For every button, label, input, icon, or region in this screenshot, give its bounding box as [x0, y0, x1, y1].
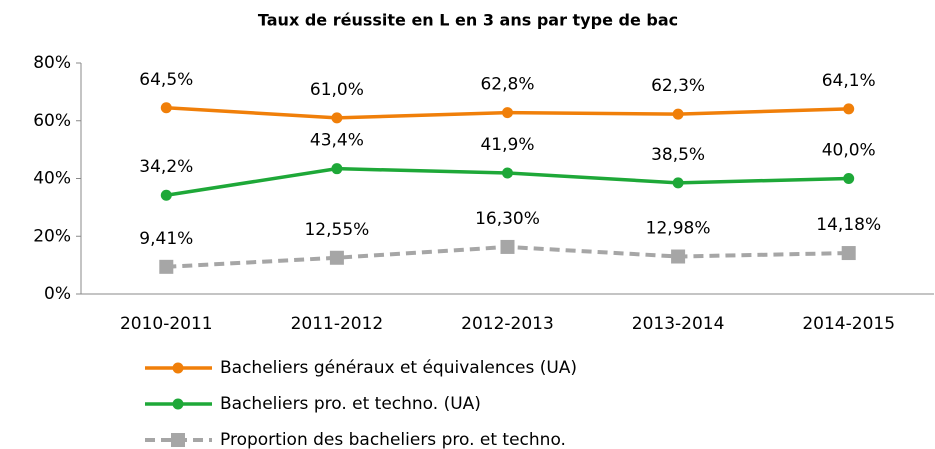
data-point — [329, 250, 344, 265]
data-point — [331, 112, 343, 124]
data-label: 62,3% — [651, 76, 705, 96]
data-label: 43,4% — [310, 131, 364, 151]
y-tick-label: 20% — [33, 226, 71, 246]
data-point — [159, 259, 174, 274]
x-tick-label: 2012-2013 — [461, 314, 554, 334]
legend-marker — [172, 398, 184, 410]
y-tick-label: 80% — [33, 53, 71, 73]
data-label: 34,2% — [139, 157, 193, 177]
data-label: 40,0% — [822, 141, 876, 161]
data-point — [500, 239, 515, 254]
data-label: 38,5% — [651, 145, 705, 165]
data-point — [160, 189, 172, 201]
data-label: 12,98% — [646, 219, 711, 239]
data-point — [502, 167, 513, 179]
data-point — [671, 249, 686, 264]
data-point — [672, 108, 684, 120]
data-label: 16,30% — [475, 209, 540, 229]
data-label: 41,9% — [480, 135, 534, 155]
data-point — [843, 173, 855, 184]
data-label: 61,0% — [310, 80, 364, 100]
data-point — [841, 246, 856, 261]
legend-label: Bacheliers généraux et équivalences (UA) — [220, 358, 577, 378]
data-label: 64,5% — [139, 70, 193, 90]
data-label: 9,41% — [139, 229, 193, 249]
y-tick-label: 0% — [44, 284, 71, 304]
data-label: 12,55% — [304, 220, 369, 240]
data-point — [843, 103, 855, 115]
y-tick-label: 60% — [33, 111, 71, 131]
y-tick-label: 40% — [33, 169, 71, 189]
data-point — [672, 177, 684, 189]
x-tick-label: 2011-2012 — [291, 314, 384, 334]
x-tick-label: 2010-2011 — [120, 314, 213, 334]
data-point — [160, 102, 172, 114]
data-label: 64,1% — [822, 71, 876, 91]
legend-label: Bacheliers pro. et techno. (UA) — [220, 394, 481, 414]
data-label: 62,8% — [480, 75, 534, 95]
data-point — [502, 107, 513, 119]
legend-marker — [172, 362, 184, 374]
x-tick-label: 2014-2015 — [802, 314, 895, 334]
legend-marker — [171, 433, 185, 447]
legend-label: Proportion des bacheliers pro. et techno… — [220, 430, 566, 449]
chart-title: Taux de réussite en L en 3 ans par type … — [258, 11, 678, 30]
data-point — [331, 163, 343, 175]
x-tick-label: 2013-2014 — [632, 314, 725, 334]
data-label: 14,18% — [816, 215, 881, 235]
